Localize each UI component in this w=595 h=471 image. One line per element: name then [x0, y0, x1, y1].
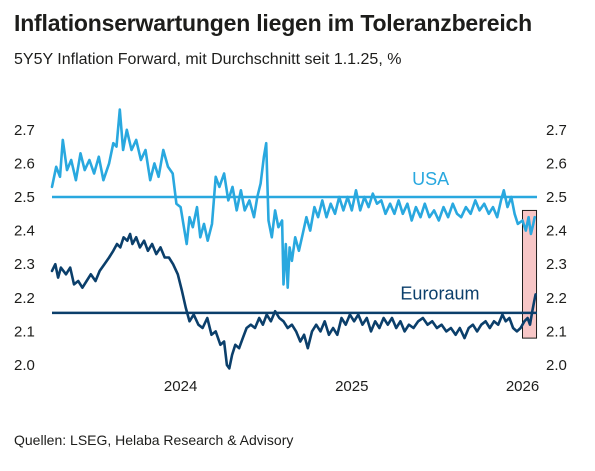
series-line-euroraum	[50, 232, 537, 370]
series-label-usa: USA	[412, 169, 449, 189]
y-tick-label-right: 2.3	[546, 256, 567, 273]
y-tick-label-left: 2.4	[14, 223, 35, 240]
series-line-usa	[50, 108, 537, 290]
x-tick-label: 2024	[164, 378, 197, 395]
y-tick-label-left: 2.0	[14, 357, 35, 374]
y-tick-label-right: 2.2	[546, 290, 567, 307]
series-labels: USA Euroraum	[400, 169, 479, 303]
y-tick-label-left: 2.3	[14, 256, 35, 273]
y-tick-label-right: 2.5	[546, 189, 567, 206]
y-tick-label-right: 2.4	[546, 223, 567, 240]
y-tick-label-left: 2.7	[14, 122, 35, 139]
x-tick-label: 2026	[506, 378, 539, 395]
y-tick-label-right: 2.1	[546, 323, 567, 340]
average-lines	[52, 195, 537, 315]
series-label-euroraum: Euroraum	[400, 283, 479, 303]
series-lines	[50, 108, 537, 370]
y-axis-right: 2.0 2.1 2.2 2.3 2.4 2.5 2.6 2.7	[546, 122, 567, 374]
y-tick-label-right: 2.7	[546, 122, 567, 139]
chart-title: Inflationserwartungen liegen im Toleranz…	[14, 10, 532, 36]
y-axis-left: 2.0 2.1 2.2 2.3 2.4 2.5 2.6 2.7	[14, 122, 35, 374]
x-tick-label: 2025	[335, 378, 368, 395]
y-tick-label-left: 2.5	[14, 189, 35, 206]
x-axis: 2024 2025 2026	[164, 378, 539, 395]
y-tick-label-right: 2.6	[546, 155, 567, 172]
y-tick-label-right: 2.0	[546, 357, 567, 374]
chart-subtitle: 5Y5Y Inflation Forward, mit Durchschnitt…	[14, 51, 402, 68]
y-tick-label-left: 2.2	[14, 290, 35, 307]
y-tick-label-left: 2.6	[14, 155, 35, 172]
source-note: Quellen: LSEG, Helaba Research & Advisor…	[14, 432, 294, 448]
y-tick-label-left: 2.1	[14, 323, 35, 340]
